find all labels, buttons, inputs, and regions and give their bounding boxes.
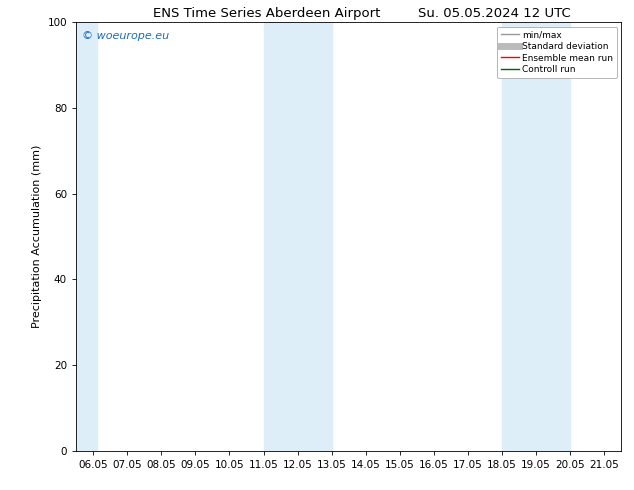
Text: © woeurope.eu: © woeurope.eu [82,30,169,41]
Bar [264,22,332,451]
Bar [76,22,96,451]
Legend: min/max, Standard deviation, Ensemble mean run, Controll run: min/max, Standard deviation, Ensemble me… [497,26,617,78]
Text: Su. 05.05.2024 12 UTC: Su. 05.05.2024 12 UTC [418,7,571,21]
Text: ENS Time Series Aberdeen Airport: ENS Time Series Aberdeen Airport [153,7,380,21]
Y-axis label: Precipitation Accumulation (mm): Precipitation Accumulation (mm) [32,145,42,328]
Bar [502,22,570,451]
